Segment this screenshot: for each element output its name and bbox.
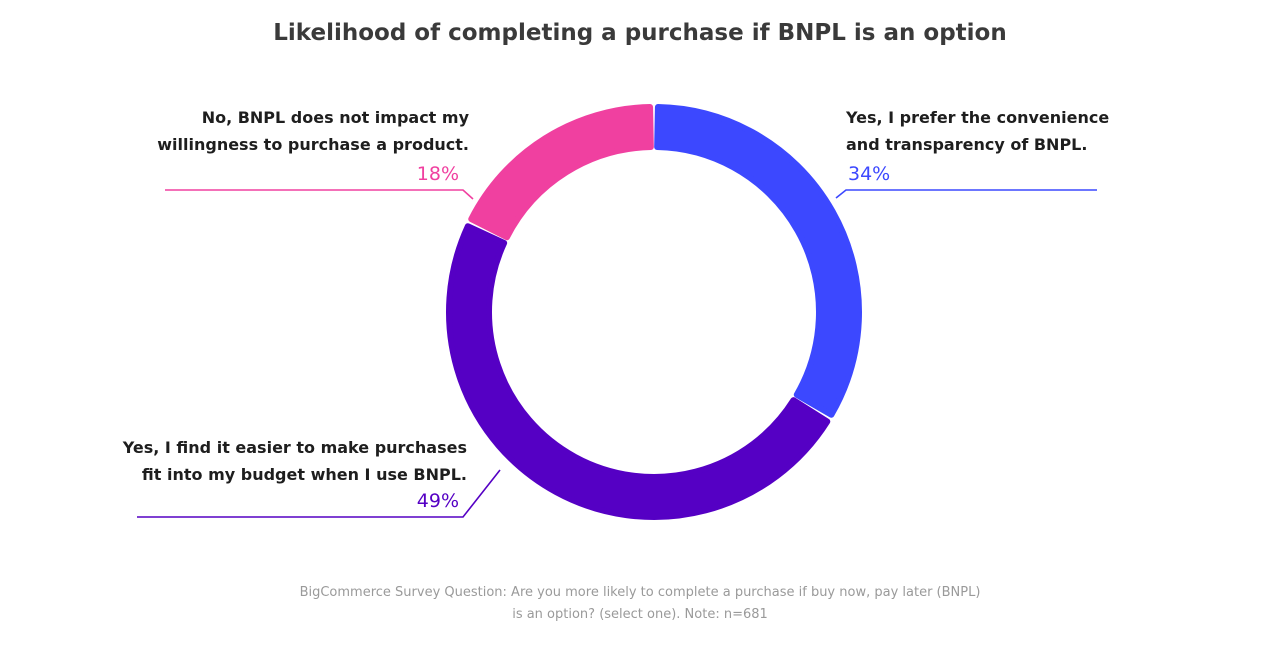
footnote-line: is an option? (select one). Note: n=681	[512, 607, 768, 622]
label-convenience: Yes, I prefer the convenience and transp…	[846, 104, 1109, 158]
footnote-line: BigCommerce Survey Question: Are you mor…	[299, 585, 981, 600]
value-label-budget: 49%	[416, 490, 459, 512]
label-line: No, BNPL does not impact my	[201, 108, 469, 127]
label-budget: Yes, I find it easier to make purchases …	[123, 434, 467, 488]
leader-line-budget	[137, 469, 501, 518]
chart-title: Likelihood of completing a purchase if B…	[273, 20, 1007, 46]
slice-convenience	[654, 104, 862, 418]
leader-line-no-impact	[165, 189, 474, 200]
label-line: willingness to purchase a product.	[157, 135, 469, 154]
leader-line-convenience	[835, 189, 1097, 199]
label-line: Yes, I prefer the convenience	[846, 108, 1110, 127]
value-label-convenience: 34%	[848, 163, 891, 185]
label-line: fit into my budget when I use BNPL.	[141, 465, 467, 484]
label-no-impact: No, BNPL does not impact my willingness …	[157, 104, 469, 158]
slice-no-impact	[468, 104, 654, 241]
slice-budget	[446, 223, 831, 520]
footnote: BigCommerce Survey Question: Are you mor…	[0, 582, 1280, 626]
label-line: and transparency of BNPL.	[846, 135, 1088, 154]
value-label-no-impact: 18%	[416, 163, 459, 185]
label-line: Yes, I find it easier to make purchases	[122, 438, 467, 457]
